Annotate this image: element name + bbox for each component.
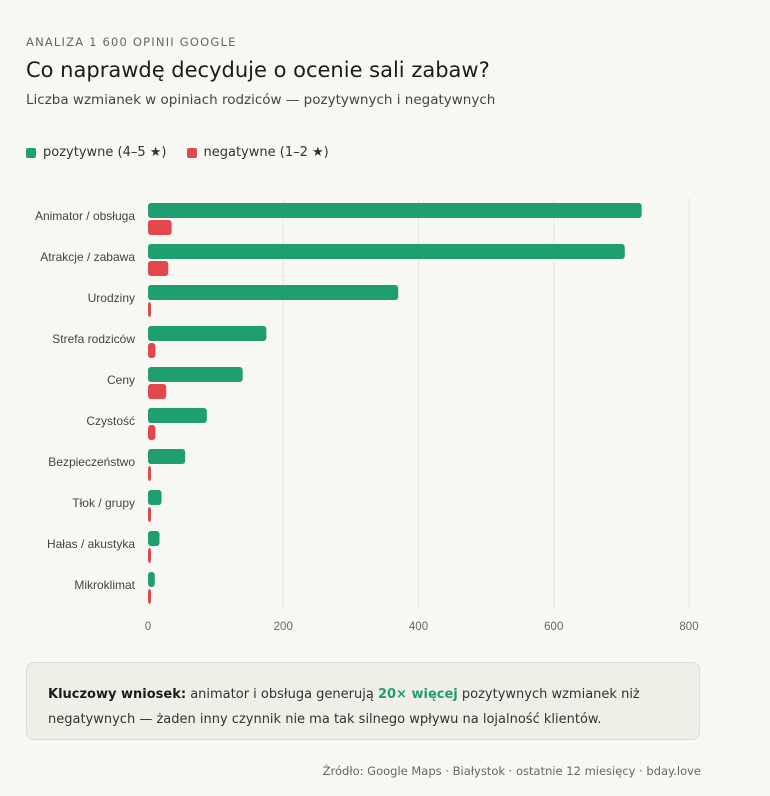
bar-positive	[148, 285, 399, 300]
chart-title: Co naprawdę decyduje o ocenie sali zabaw…	[26, 58, 490, 82]
callout-text-before: animator i obsługa generują	[186, 687, 378, 702]
category-label: Mikroklimat	[74, 578, 135, 592]
x-tick-label: 200	[274, 621, 293, 633]
legend-swatch-positive	[26, 147, 36, 158]
callout-text-after: pozytywnych wzmianek niż negatywnych — ż…	[48, 687, 640, 727]
category-label: Tłok / grupy	[72, 496, 135, 510]
x-tick-label: 0	[145, 621, 151, 633]
category-label: Hałas / akustyka	[47, 537, 135, 551]
source-note: Źródło: Google Maps · Białystok · ostatn…	[322, 764, 701, 778]
legend-label-negative: negatywne (1–2 ★)	[203, 145, 329, 160]
legend-swatch-negative	[186, 147, 197, 158]
bar-positive	[148, 408, 207, 423]
bar-positive	[148, 326, 267, 341]
bar-negative	[148, 261, 169, 276]
x-tick-label: 600	[544, 621, 563, 633]
bar-positive	[148, 572, 155, 587]
category-label: Ceny	[107, 373, 135, 387]
category-label: Urodziny	[88, 291, 135, 305]
eyebrow-label: ANALIZA 1 600 OPINII GOOGLE	[26, 35, 237, 49]
bar-negative	[148, 466, 151, 481]
bar-negative	[148, 220, 172, 235]
legend-label-positive: pozytywne (4–5 ★)	[43, 145, 167, 160]
bar-negative	[148, 548, 151, 563]
bar-positive	[148, 449, 186, 464]
bar-positive	[148, 203, 642, 218]
bar-positive	[148, 367, 243, 382]
bar-chart: 0 200 400 600 800 Animator / obsługa Atrakcje …	[35, 198, 699, 633]
legend-item-positive: pozytywne (4–5 ★)	[26, 145, 167, 160]
legend-item-negative: negatywne (1–2 ★)	[186, 145, 329, 160]
bar-positive	[148, 490, 162, 505]
bar-negative	[148, 589, 151, 604]
callout-highlight: 20× więcej	[377, 687, 458, 702]
category-label: Bezpieczeństwo	[48, 455, 135, 469]
chart-subtitle: Liczba wzmianek w opiniach rodziców — po…	[26, 92, 496, 108]
category-label: Strefa rodziców	[52, 332, 135, 346]
bar-negative	[148, 384, 167, 399]
bar-negative	[148, 302, 151, 317]
callout-label: Kluczowy wniosek:	[48, 687, 187, 702]
bar-negative	[148, 507, 151, 522]
category-label: Atrakcje / zabawa	[40, 250, 135, 264]
bar-negative	[148, 343, 156, 358]
category-label: Animator / obsługa	[35, 209, 135, 223]
key-insight-callout: Kluczowy wniosek: animator i obsługa gen…	[26, 662, 700, 740]
x-tick-label: 800	[679, 621, 698, 633]
legend: pozytywne (4–5 ★) negatywne (1–2 ★)	[26, 145, 349, 160]
bar-negative	[148, 425, 156, 440]
category-label: Czystość	[86, 414, 135, 428]
x-tick-label: 400	[409, 621, 428, 633]
bar-positive	[148, 244, 625, 259]
bar-positive	[148, 531, 160, 546]
